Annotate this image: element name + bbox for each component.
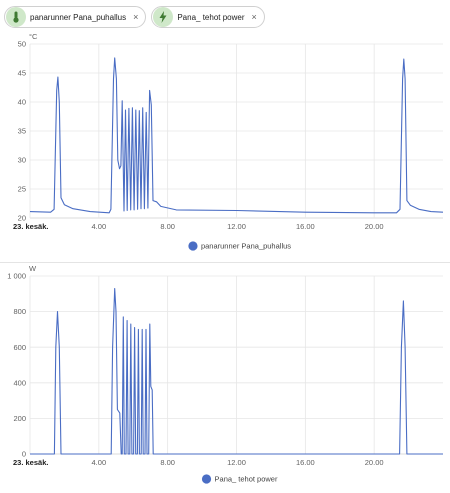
y-tick-label: 30 [18,156,26,165]
x-tick-label: 16.00 [296,458,315,467]
chart-divider [0,262,450,263]
series-line[interactable] [30,287,443,455]
x-tick-label: 4.00 [92,458,107,467]
y-tick-label: 25 [18,185,26,194]
chip-pana-tehot-power[interactable]: Pana_ tehot power × [151,6,265,28]
chip-label: panarunner Pana_puhallus [30,12,127,22]
close-icon[interactable]: × [251,11,257,22]
legend-marker [188,241,198,251]
y-tick-label: 200 [13,414,26,423]
thermometer-icon [6,7,26,27]
series-line[interactable] [29,57,444,214]
y-tick-label: 400 [13,378,26,387]
x-tick-label: 23. kesäk. [13,222,48,231]
chip-panarunner-pana-puhallus[interactable]: panarunner Pana_puhallus × [4,6,147,28]
x-tick-label: 4.00 [92,222,107,231]
close-icon[interactable]: × [133,11,139,22]
y-unit-label: °C [29,32,38,41]
legend-marker [201,474,212,484]
y-tick-label: 800 [13,307,26,316]
x-tick-label: 8.00 [160,458,175,467]
y-tick-label: 50 [18,40,26,49]
entity-filter-chips: panarunner Pana_puhallus × Pana_ tehot p… [4,6,265,28]
y-tick-label: 40 [18,98,26,107]
y-tick-label: 45 [18,69,26,78]
y-tick-label: 20 [18,214,26,223]
x-tick-label: 12.00 [227,222,246,231]
x-tick-label: 23. kesäk. [13,458,48,467]
x-tick-label: 20.00 [365,458,384,467]
x-tick-label: 8.00 [160,222,175,231]
legend-item[interactable]: Pana_ tehot power [201,474,278,484]
power-history-chart[interactable]: 0 200 400 600 800 1 000 23. kesäk. 4.00 8.00 12.0… [0,264,450,493]
y-tick-label: 35 [18,127,26,136]
y-unit-label: W [29,264,37,273]
y-tick-label: 1 000 [7,272,26,281]
x-tick-label: 20.00 [365,222,384,231]
legend-label: panarunner Pana_puhallus [201,242,291,251]
legend-item[interactable]: panarunner Pana_puhallus [188,241,291,251]
x-tick-label: 12.00 [227,458,246,467]
y-tick-label: 600 [13,343,26,352]
legend-label: Pana_ tehot power [215,475,278,484]
y-tick-label: 0 [22,450,26,459]
temperature-history-chart[interactable]: 20 25 30 35 40 45 50 23. kesäk. 4.00 8.00 12.00 16.… [0,32,450,260]
chip-label: Pana_ tehot power [177,12,245,22]
lightning-bolt-icon [153,7,174,27]
x-tick-label: 16.00 [296,222,315,231]
